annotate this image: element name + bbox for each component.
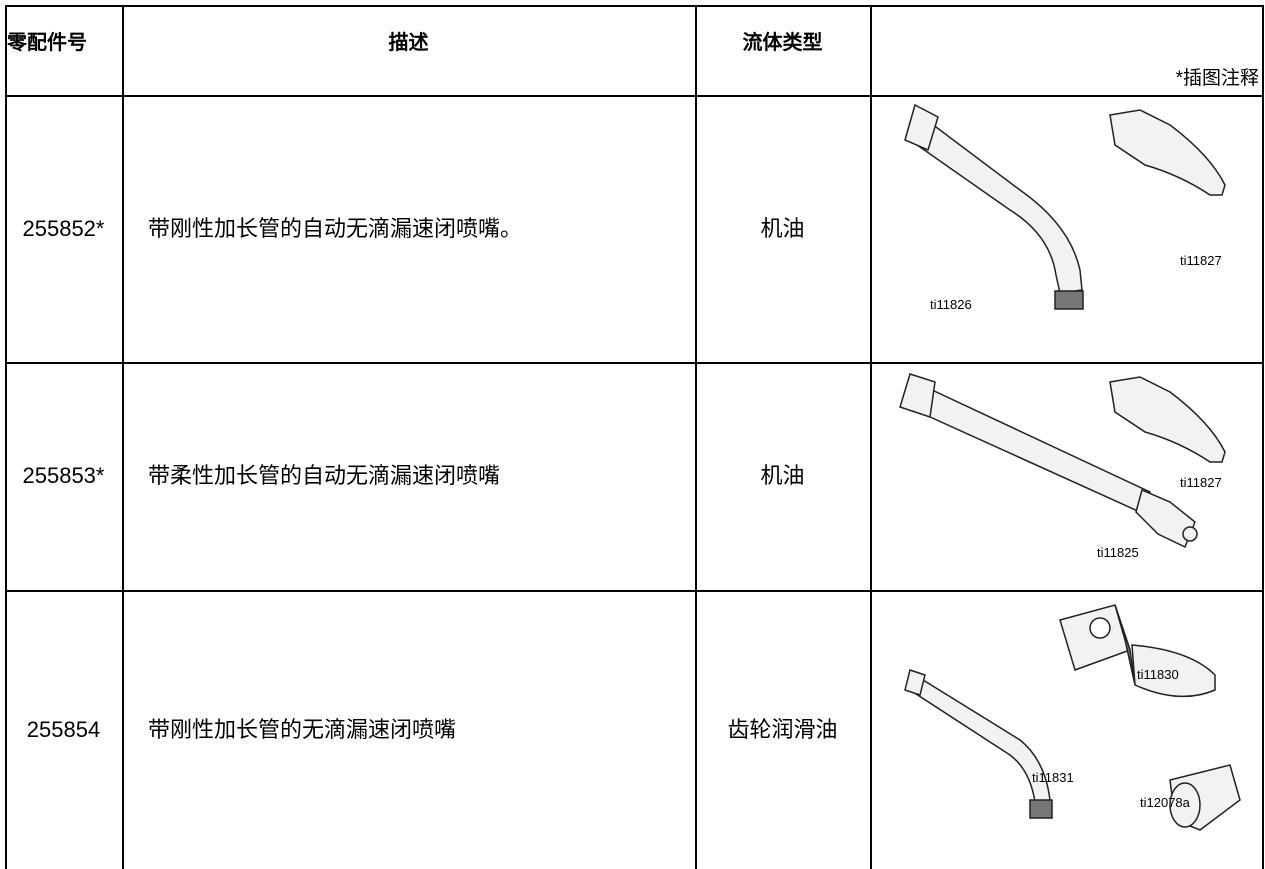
row-border xyxy=(5,5,1263,7)
figure-label: ti11831 xyxy=(1032,770,1074,785)
figure-label: ti11827 xyxy=(1180,475,1222,490)
fluid-type: 齿轮润滑油 xyxy=(727,716,838,742)
figure-label: ti11825 xyxy=(1097,545,1139,560)
part-number: 255852* xyxy=(22,215,105,241)
fluid-type: 机油 xyxy=(760,215,805,241)
row-border xyxy=(5,590,1263,592)
figure-nozzle-rigid xyxy=(904,103,1226,310)
figure-label: ti12078a xyxy=(1140,795,1190,810)
fluid-type: 机油 xyxy=(760,463,805,488)
row-border xyxy=(5,95,1263,97)
header-fluid: 流体类型 xyxy=(742,32,823,54)
figure-nozzle-flexible xyxy=(899,373,1226,549)
column-border xyxy=(695,5,697,869)
column-border xyxy=(1262,5,1264,869)
header-description: 描述 xyxy=(388,32,429,54)
figure-nozzle-gear xyxy=(904,604,1241,831)
description: 带柔性加长管的自动无滴漏速闭喷嘴 xyxy=(148,463,501,488)
figure-label: ti11826 xyxy=(930,297,972,312)
column-border xyxy=(122,5,124,869)
header-note: *插图注释 xyxy=(1175,68,1259,89)
description: 带刚性加长管的无滴漏速闭喷嘴 xyxy=(148,716,457,742)
column-border xyxy=(870,5,872,869)
header-part-no: 零配件号 xyxy=(7,32,87,54)
part-number: 255853* xyxy=(22,463,105,488)
column-border xyxy=(5,5,7,869)
part-number: 255854 xyxy=(26,716,101,742)
description: 带刚性加长管的自动无滴漏速闭喷嘴。 xyxy=(148,215,523,241)
figure-label: ti11827 xyxy=(1180,253,1222,268)
figure-label: ti11830 xyxy=(1137,667,1179,682)
row-border xyxy=(5,362,1263,364)
